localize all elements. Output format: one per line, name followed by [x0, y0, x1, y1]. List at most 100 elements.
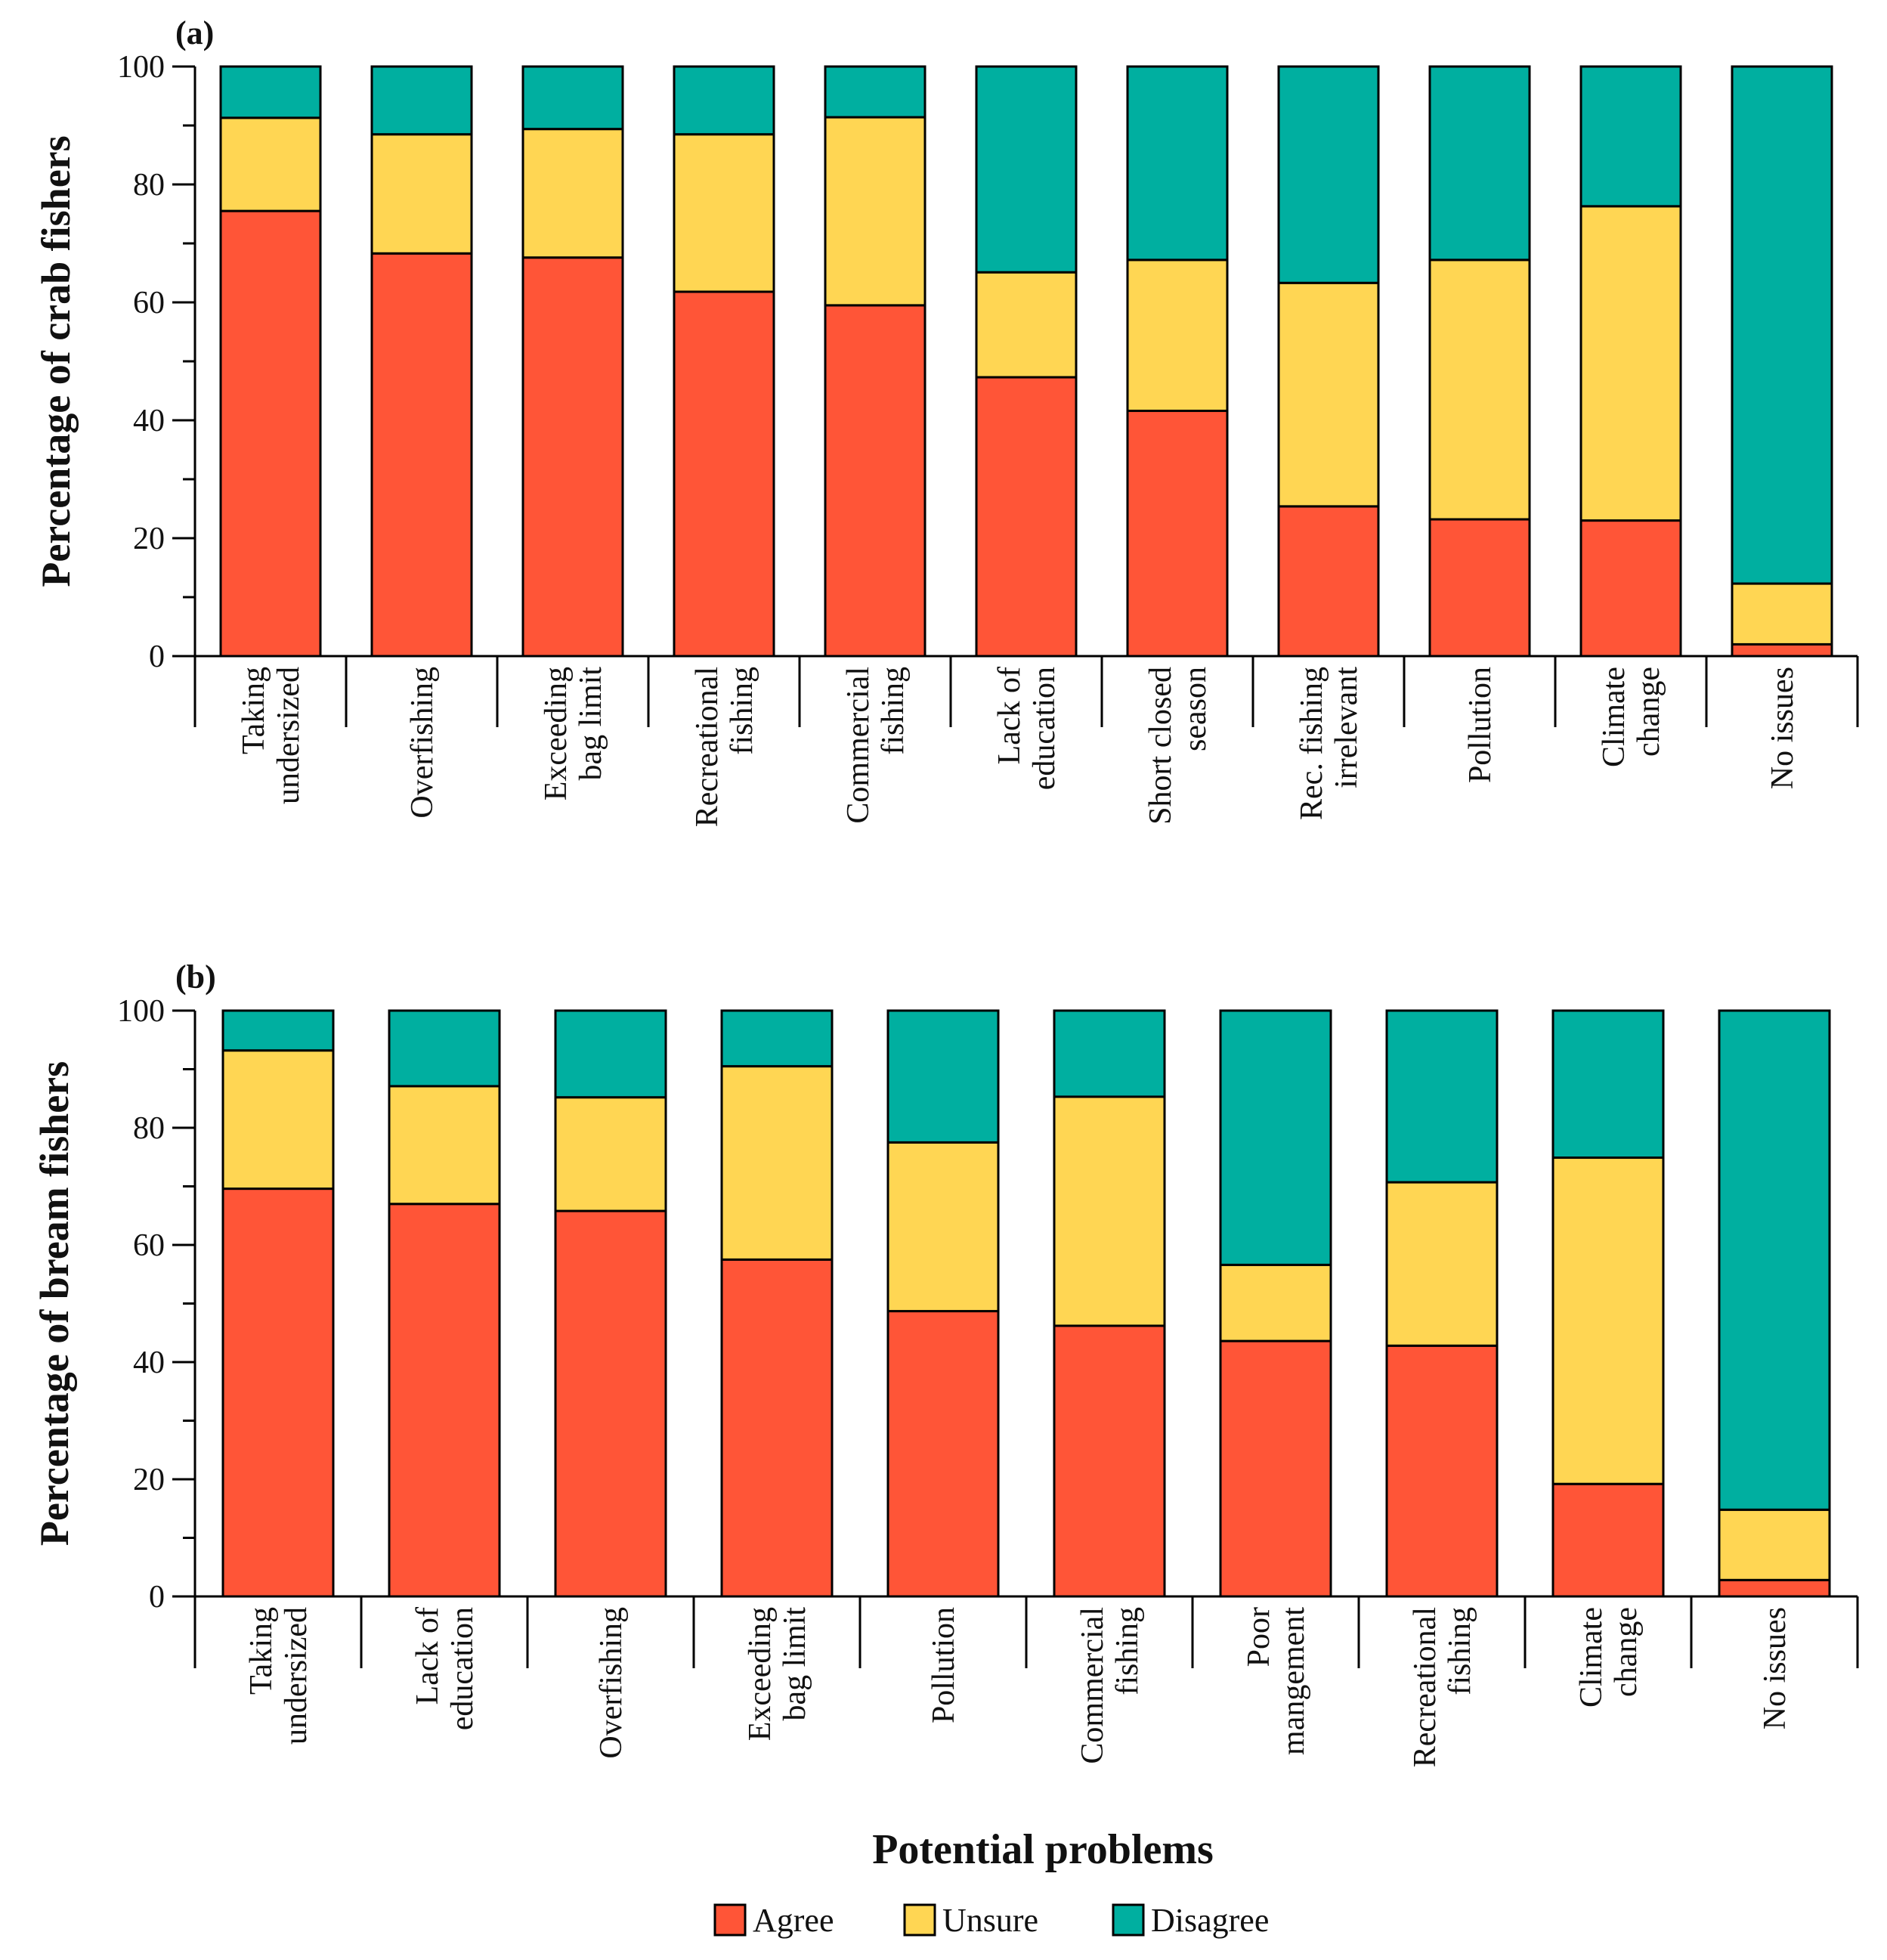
bar-segment-agree: [370, 252, 473, 658]
y-tick-label: 80: [133, 168, 165, 203]
category-label: Short closed: [1143, 667, 1178, 825]
category-label: undersized: [271, 667, 306, 804]
bar-segment-unsure: [1551, 1156, 1665, 1485]
y-tick-label: 60: [133, 1228, 165, 1263]
legend-swatch-unsure: [903, 1903, 936, 1937]
bar-segment-agree: [886, 1310, 1000, 1598]
bar-segment-agree: [221, 1187, 335, 1598]
category-label: Pollution: [1463, 667, 1498, 783]
bar-segment-disagree: [370, 65, 473, 136]
bar-segment-disagree: [1126, 65, 1229, 262]
category-label: Taking: [244, 1607, 279, 1695]
category-label: Exceeding: [743, 1607, 778, 1741]
category-label: Recreational: [1408, 1607, 1443, 1767]
legend-label-agree: Agree: [753, 1902, 834, 1939]
bar-segment-agree: [219, 209, 322, 658]
category-label: fishing: [876, 667, 911, 755]
bar-segment-unsure: [720, 1065, 834, 1261]
y-tick-label: 100: [117, 994, 165, 1029]
bar-segment-disagree: [1579, 65, 1682, 208]
bar-segment-agree: [521, 256, 624, 658]
legend-swatch-disagree: [1112, 1903, 1145, 1937]
bar-segment-unsure: [1053, 1095, 1166, 1327]
bar-segment-unsure: [370, 133, 473, 255]
legend-label-unsure: Unsure: [942, 1902, 1038, 1939]
x-axis-title: Potential problems: [872, 1826, 1214, 1873]
bar-segment-agree: [1277, 505, 1380, 658]
legend-label-disagree: Disagree: [1151, 1902, 1269, 1939]
bar-segment-disagree: [1053, 1009, 1166, 1098]
bar-segment-agree: [1579, 519, 1682, 658]
bar-segment-agree: [1718, 1578, 1831, 1598]
bar-segment-unsure: [673, 133, 775, 293]
bar-segment-unsure: [1428, 259, 1531, 521]
bar-segment-unsure: [1385, 1181, 1499, 1347]
legend: Agree Unsure Disagree: [713, 1902, 1269, 1939]
category-label: Commercial: [841, 667, 876, 824]
bar-segment-disagree: [886, 1009, 1000, 1144]
bar-segment-disagree: [1551, 1009, 1665, 1160]
category-label: Overfishing: [594, 1607, 629, 1759]
bar-segment-disagree: [1428, 65, 1531, 262]
category-label: Climate: [1597, 667, 1632, 767]
bar-segment-agree: [1551, 1482, 1665, 1598]
bar-segment-disagree: [720, 1009, 834, 1068]
bar-segment-agree: [554, 1209, 667, 1598]
category-label: Taking: [237, 667, 271, 754]
bar-segment-agree: [1053, 1324, 1166, 1598]
bar-segment-disagree: [1385, 1009, 1499, 1184]
category-label: undersized: [279, 1607, 314, 1745]
bar-segment-unsure: [388, 1085, 501, 1206]
y-tick-label: 60: [133, 286, 165, 320]
category-label: Pollution: [926, 1607, 961, 1723]
y-tick-label: 100: [117, 50, 165, 85]
bar-segment-disagree: [221, 1009, 335, 1052]
legend-swatch-agree: [713, 1903, 747, 1937]
panel-a-crab-fishers: (a) 0 20 40 60 80 100 Percentage of crab fisher…: [33, 14, 1859, 827]
bar-segment-agree: [975, 376, 1078, 658]
y-tick-label: 40: [133, 404, 165, 438]
bar-segment-agree: [1126, 410, 1229, 658]
bar-segment-unsure: [1718, 1508, 1831, 1581]
category-label: Overfishing: [405, 667, 440, 819]
bar-segment-unsure: [1126, 259, 1229, 413]
bar-segment-unsure: [1731, 582, 1833, 646]
y-tick-label: 20: [133, 522, 165, 556]
bar-segment-unsure: [886, 1141, 1000, 1313]
y-tick-label: 40: [133, 1345, 165, 1380]
bar-segment-unsure: [521, 128, 624, 259]
category-label: Commercial: [1075, 1607, 1110, 1764]
bar-segment-unsure: [824, 116, 926, 307]
category-label: bag limit: [778, 1607, 812, 1721]
category-label: change: [1609, 1607, 1644, 1697]
bar-segment-disagree: [1277, 65, 1380, 284]
category-label: Poor: [1242, 1607, 1276, 1667]
bar-segment-disagree: [975, 65, 1078, 274]
category-label: fishing: [1110, 1607, 1145, 1695]
y-tick-label: 0: [149, 1580, 165, 1615]
y-tick-label: 20: [133, 1463, 165, 1497]
category-label: Climate: [1574, 1607, 1609, 1708]
y-tick-label: 80: [133, 1111, 165, 1146]
bar-segment-unsure: [219, 116, 322, 212]
bar-segment-disagree: [554, 1009, 667, 1099]
bar-segment-disagree: [521, 65, 624, 131]
bar-segment-agree: [1428, 518, 1531, 658]
category-label: Rec. fishing: [1295, 667, 1329, 820]
category-label: Lack of: [410, 1607, 445, 1705]
bar-segment-disagree: [824, 65, 926, 119]
bar-segment-agree: [1219, 1339, 1332, 1598]
bar-segment-agree: [1731, 642, 1833, 658]
bar-segment-unsure: [1219, 1263, 1332, 1342]
bar-segment-unsure: [1277, 281, 1380, 508]
category-label: irrelevant: [1329, 667, 1364, 788]
category-label: fishing: [1443, 1607, 1477, 1695]
bar-segment-disagree: [673, 65, 775, 136]
y-axis-title: Percentage of crab fishers: [33, 135, 79, 587]
bar-segment-unsure: [975, 271, 1078, 379]
bar-segment-disagree: [219, 65, 322, 119]
bar-segment-disagree: [1718, 1009, 1831, 1511]
category-label: Recreational: [690, 667, 725, 827]
bar-segment-disagree: [388, 1009, 501, 1088]
